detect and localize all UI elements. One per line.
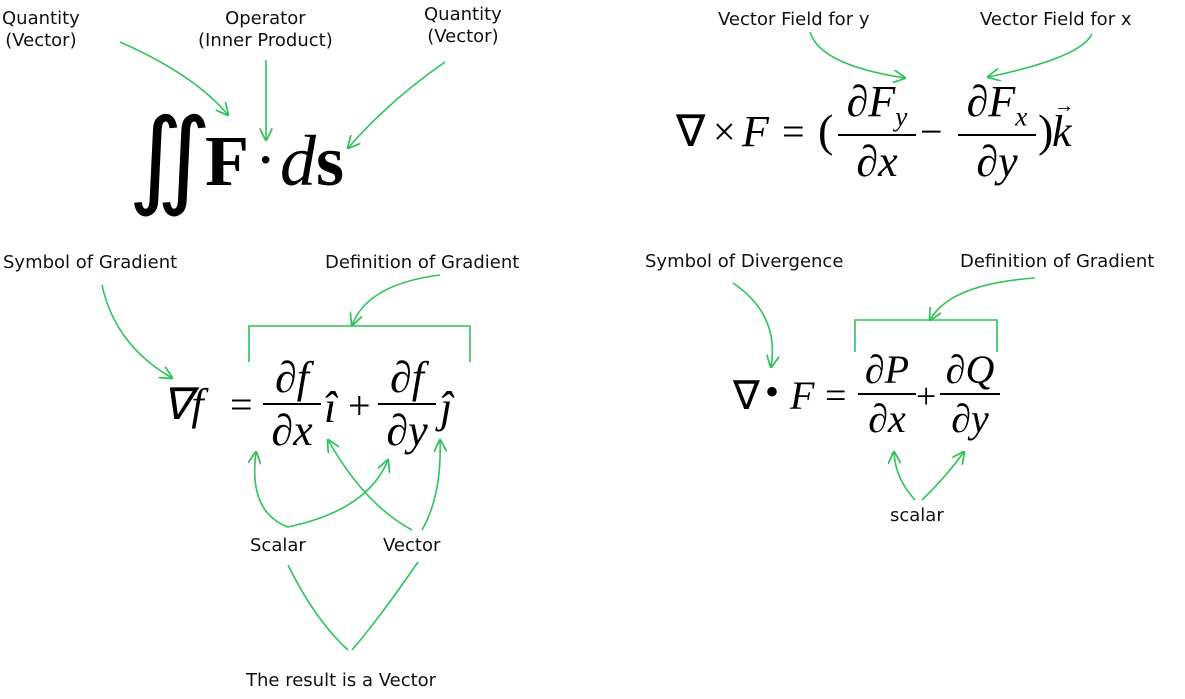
fraction-bar [838, 133, 916, 136]
fraction-bar [940, 393, 1000, 395]
arrow-symbol-divergence [732, 282, 772, 367]
label-vector-field-y: Vector Field for y [718, 9, 870, 30]
gradient-fraction-df-dy: ∂f ∂y [378, 356, 436, 453]
arrow-vector-to-j [421, 440, 440, 531]
divergence-nabla: ∇ [733, 373, 760, 418]
arrow-scalar-to-dx-div [894, 452, 916, 501]
curl-fraction-1-numerator: ∂Fy [847, 80, 908, 131]
label-scalar: Scalar [250, 535, 306, 556]
curl-minus: − [920, 109, 943, 154]
bracket-gradient [248, 325, 471, 362]
label-result-is-vector: The result is a Vector [246, 670, 437, 691]
curl-num-dF: ∂F [846, 77, 896, 126]
bracket-divergence [854, 319, 998, 352]
label-operator-line2: (Inner Product) [198, 30, 333, 51]
arrow-symbol-gradient [101, 284, 172, 378]
arrow-definition-gradient [352, 274, 441, 325]
label-quantity-left-line2: (Vector) [5, 30, 77, 51]
gradient-fraction-1-numerator: ∂f [275, 353, 309, 402]
label-quantity-left-line1: Quantity [2, 8, 80, 29]
arrow-vector-field-x [988, 33, 1093, 77]
arrow-quantity-right [348, 61, 446, 148]
label-definition-of-gradient: Definition of Gradient [325, 252, 520, 273]
arrow-vector-field-y [809, 31, 905, 78]
divergence-fraction-1-denominator: ∂x [868, 396, 906, 441]
arrow-quantity-left [119, 41, 228, 115]
dot-operator: · [255, 124, 277, 195]
gradient-equals: = [230, 382, 253, 427]
vector-F-bold: F [205, 121, 249, 201]
label-quantity-right-line1: Quantity [424, 4, 502, 25]
gradient-fraction-2-denominator: ∂y [386, 406, 428, 455]
divergence-F: F [790, 373, 815, 418]
differential-d: d [280, 121, 316, 201]
curl-fraction-1-denominator: ∂x [856, 136, 898, 186]
divergence-fraction-dP-dx: ∂P ∂x [858, 350, 916, 439]
divergence-fraction-2-numerator: ∂Q [945, 347, 995, 392]
label-symbol-of-gradient: Symbol of Gradient [3, 252, 178, 273]
unit-vector-j-hat: ĵ [440, 383, 453, 432]
curl-equals: = [782, 109, 805, 154]
divergence-fraction-2-denominator: ∂y [951, 396, 989, 441]
curl-F: F [742, 107, 769, 156]
curl-open-paren: ( [818, 105, 834, 156]
arrow-definition-divergence [930, 277, 1036, 320]
label-quantity-vector-left: Quantity (Vector) [2, 8, 80, 52]
vector-arrow-icon: → [1054, 95, 1074, 117]
divergence-bullet: • [765, 369, 780, 414]
double-integral-symbol: ∬ [128, 100, 212, 217]
gradient-fraction-2-numerator: ∂f [390, 353, 424, 402]
curl-fraction-2-denominator: ∂y [976, 136, 1018, 186]
fraction-bar [858, 393, 916, 395]
label-vector-field-x: Vector Field for x [980, 9, 1132, 30]
gradient-nabla-f: ∇f [162, 380, 204, 429]
curl-nabla: ∇ [676, 107, 706, 156]
gradient-fraction-1-denominator: ∂x [271, 406, 313, 455]
gradient-fraction-df-dx: ∂f ∂x [263, 356, 321, 453]
curl-fraction-dFx-dy: ∂Fx ∂y [958, 80, 1036, 184]
label-symbol-of-divergence: Symbol of Divergence [645, 251, 844, 272]
unit-vector-k: k [1052, 107, 1072, 156]
label-operator-line1: Operator [225, 8, 306, 29]
curl-cross: × [713, 109, 736, 154]
fraction-bar [958, 133, 1036, 136]
label-vector: Vector [383, 535, 441, 556]
arrow-scalar-to-dy-div [921, 452, 964, 501]
fraction-bar [378, 403, 436, 405]
curl-sub-y: y [895, 101, 908, 132]
fraction-bar [263, 403, 321, 405]
vector-s-bold: s [316, 121, 345, 201]
divergence-fraction-1-numerator: ∂P [864, 347, 910, 392]
divergence-equals: = [825, 375, 847, 417]
arrow-scalar-to-dy [287, 460, 388, 528]
curl-fraction-2-numerator: ∂Fx [967, 80, 1028, 131]
divergence-fraction-dQ-dy: ∂Q ∂y [940, 350, 1000, 439]
curl-close-paren: ) [1038, 105, 1054, 156]
curl-fraction-dFy-dx: ∂Fy ∂x [838, 80, 916, 184]
arrow-result-from-scalar [287, 564, 349, 651]
curl-num-dF-2: ∂F [966, 77, 1016, 126]
label-quantity-right-line2: (Vector) [427, 26, 499, 47]
curl-sub-x: x [1015, 101, 1028, 132]
unit-vector-i-hat: î [324, 383, 337, 432]
arrow-scalar-to-dx [255, 452, 289, 528]
divergence-plus: + [916, 376, 937, 416]
label-quantity-vector-right: Quantity (Vector) [424, 4, 502, 48]
arrow-vector-to-i [328, 440, 413, 531]
label-operator-inner-product: Operator (Inner Product) [198, 8, 333, 52]
gradient-plus: + [348, 383, 371, 428]
label-definition-of-gradient-right: Definition of Gradient [960, 251, 1155, 272]
label-scalar-divergence: scalar [890, 505, 944, 526]
arrow-result-from-vector [351, 561, 419, 651]
